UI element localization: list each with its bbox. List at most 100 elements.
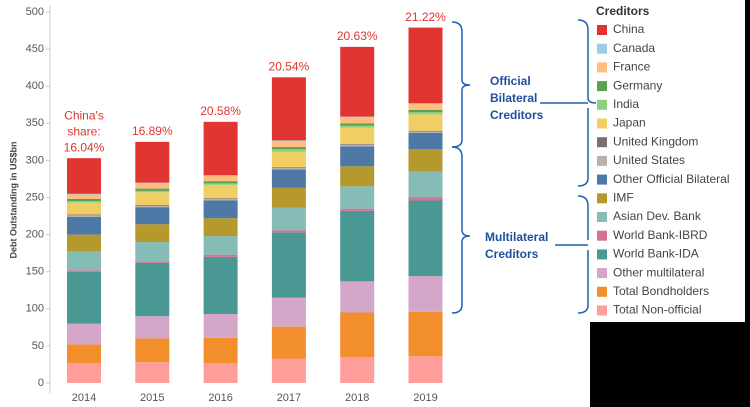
- bar-segment: [340, 116, 375, 118]
- bar-segment: [135, 242, 170, 262]
- bar-segment: [340, 125, 375, 128]
- legend-label: Total Non-official: [613, 303, 702, 317]
- x-tick-label: 2016: [208, 392, 232, 404]
- bar-segment: [408, 132, 443, 150]
- x-tick-label: 2014: [72, 392, 96, 404]
- annotation: Bilateral: [490, 91, 537, 105]
- bar-segment: [408, 104, 443, 110]
- bar-segment: [271, 169, 306, 188]
- bar-segment: [135, 205, 170, 208]
- bar-segment: [408, 114, 443, 131]
- bar-segment: [203, 184, 238, 199]
- legend-label: India: [613, 97, 639, 111]
- bar-segment: [67, 271, 101, 324]
- legend-label: Total Bondholders: [613, 284, 709, 298]
- legend-label: Asian Dev. Bank: [613, 209, 702, 223]
- bar-segment: [271, 167, 306, 168]
- bar-segment: [271, 297, 306, 327]
- y-tick-label: 200: [26, 229, 44, 241]
- bar-segment: [67, 202, 101, 215]
- legend-label: France: [613, 60, 651, 74]
- legend-swatch: [597, 286, 607, 297]
- annotation: Multilateral: [485, 230, 548, 244]
- bar-segment: [340, 146, 375, 167]
- bar-segment: [67, 270, 101, 272]
- bar-segment: [135, 183, 170, 189]
- legend-swatch: [597, 62, 607, 73]
- bar-segment: [271, 151, 306, 168]
- bar-segment: [408, 27, 443, 104]
- bar-segment: [271, 358, 306, 383]
- bar-segment: [203, 175, 238, 176]
- china-share-label: 21.22%: [405, 10, 446, 24]
- bar-segment: [203, 313, 238, 338]
- legend-title: Creditors: [596, 4, 650, 18]
- bar-segment: [340, 144, 375, 145]
- bar-segment: [67, 194, 101, 199]
- legend-swatch: [597, 137, 607, 148]
- bar-segment: [135, 262, 170, 317]
- bar-segment: [67, 214, 101, 216]
- legend-swatch: [597, 193, 607, 204]
- bar-segment: [203, 362, 238, 383]
- bar-segment: [135, 141, 170, 183]
- y-tick-label: 400: [26, 80, 44, 92]
- bar-segment: [340, 46, 375, 117]
- legend-swatch: [597, 118, 607, 129]
- bar-segment: [67, 362, 101, 383]
- legend-swatch: [597, 43, 607, 54]
- bar-segment: [135, 207, 170, 225]
- bracket: [577, 19, 597, 187]
- bar-segment: [203, 121, 238, 176]
- bar-segment: [67, 201, 101, 203]
- bar-segment: [67, 216, 101, 235]
- y-tick-label: 150: [26, 266, 44, 278]
- legend-label: World Bank-IDA: [613, 247, 699, 261]
- legend-swatch: [597, 268, 607, 279]
- legend-label: IMF: [613, 190, 634, 204]
- bar-segment: [408, 200, 443, 277]
- bar-segment: [203, 198, 238, 199]
- china-share-label: 20.58%: [200, 104, 241, 118]
- bar-segment: [67, 344, 101, 363]
- bar-segment: [203, 175, 238, 182]
- bar-segment: [408, 103, 443, 105]
- bar-segment: [340, 357, 375, 383]
- bar-segment: [271, 230, 306, 233]
- y-tick-label: 450: [26, 43, 44, 55]
- bar-segment: [135, 316, 170, 339]
- bar-segment: [408, 130, 443, 132]
- china-share-label: 20.54%: [269, 59, 310, 73]
- bar-segment: [271, 207, 306, 231]
- bar-segment: [340, 127, 375, 145]
- legend-label: World Bank-IBRD: [613, 228, 708, 242]
- bar-segment: [271, 140, 306, 142]
- bar-segment: [135, 224, 170, 243]
- bar-segment: [203, 183, 238, 185]
- bar-segment: [408, 149, 443, 172]
- y-axis-label: Debt Outstanding in US$bn: [8, 142, 18, 259]
- bar-segment: [271, 232, 306, 298]
- y-tick-label: 350: [26, 117, 44, 129]
- y-tick-label: 300: [26, 154, 44, 166]
- bar-segment: [135, 182, 170, 184]
- legend-swatch: [597, 212, 607, 222]
- annotation: Official: [490, 74, 531, 88]
- bracket: [577, 195, 589, 314]
- bar-segment: [203, 181, 238, 184]
- y-tick-label: 500: [26, 6, 44, 18]
- bar-segment: [135, 188, 170, 191]
- bar-segment: [340, 117, 375, 124]
- bracket: [451, 146, 471, 314]
- bar-segment: [340, 210, 375, 282]
- x-tick-label: 2018: [345, 392, 369, 404]
- bar-segment: [408, 109, 443, 113]
- bar-segment: [203, 254, 238, 257]
- legend-label: United States: [613, 153, 685, 167]
- bar-segment: [408, 311, 443, 357]
- bar-segment: [203, 218, 238, 237]
- legend-swatch: [597, 81, 607, 92]
- legend-swatch: [597, 305, 607, 316]
- legend-label: Japan: [613, 116, 646, 130]
- y-tick-label: 50: [32, 340, 44, 352]
